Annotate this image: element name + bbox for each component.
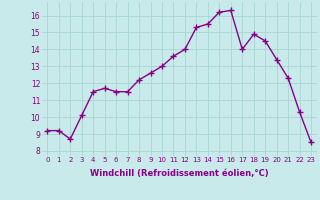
X-axis label: Windchill (Refroidissement éolien,°C): Windchill (Refroidissement éolien,°C) [90, 169, 268, 178]
